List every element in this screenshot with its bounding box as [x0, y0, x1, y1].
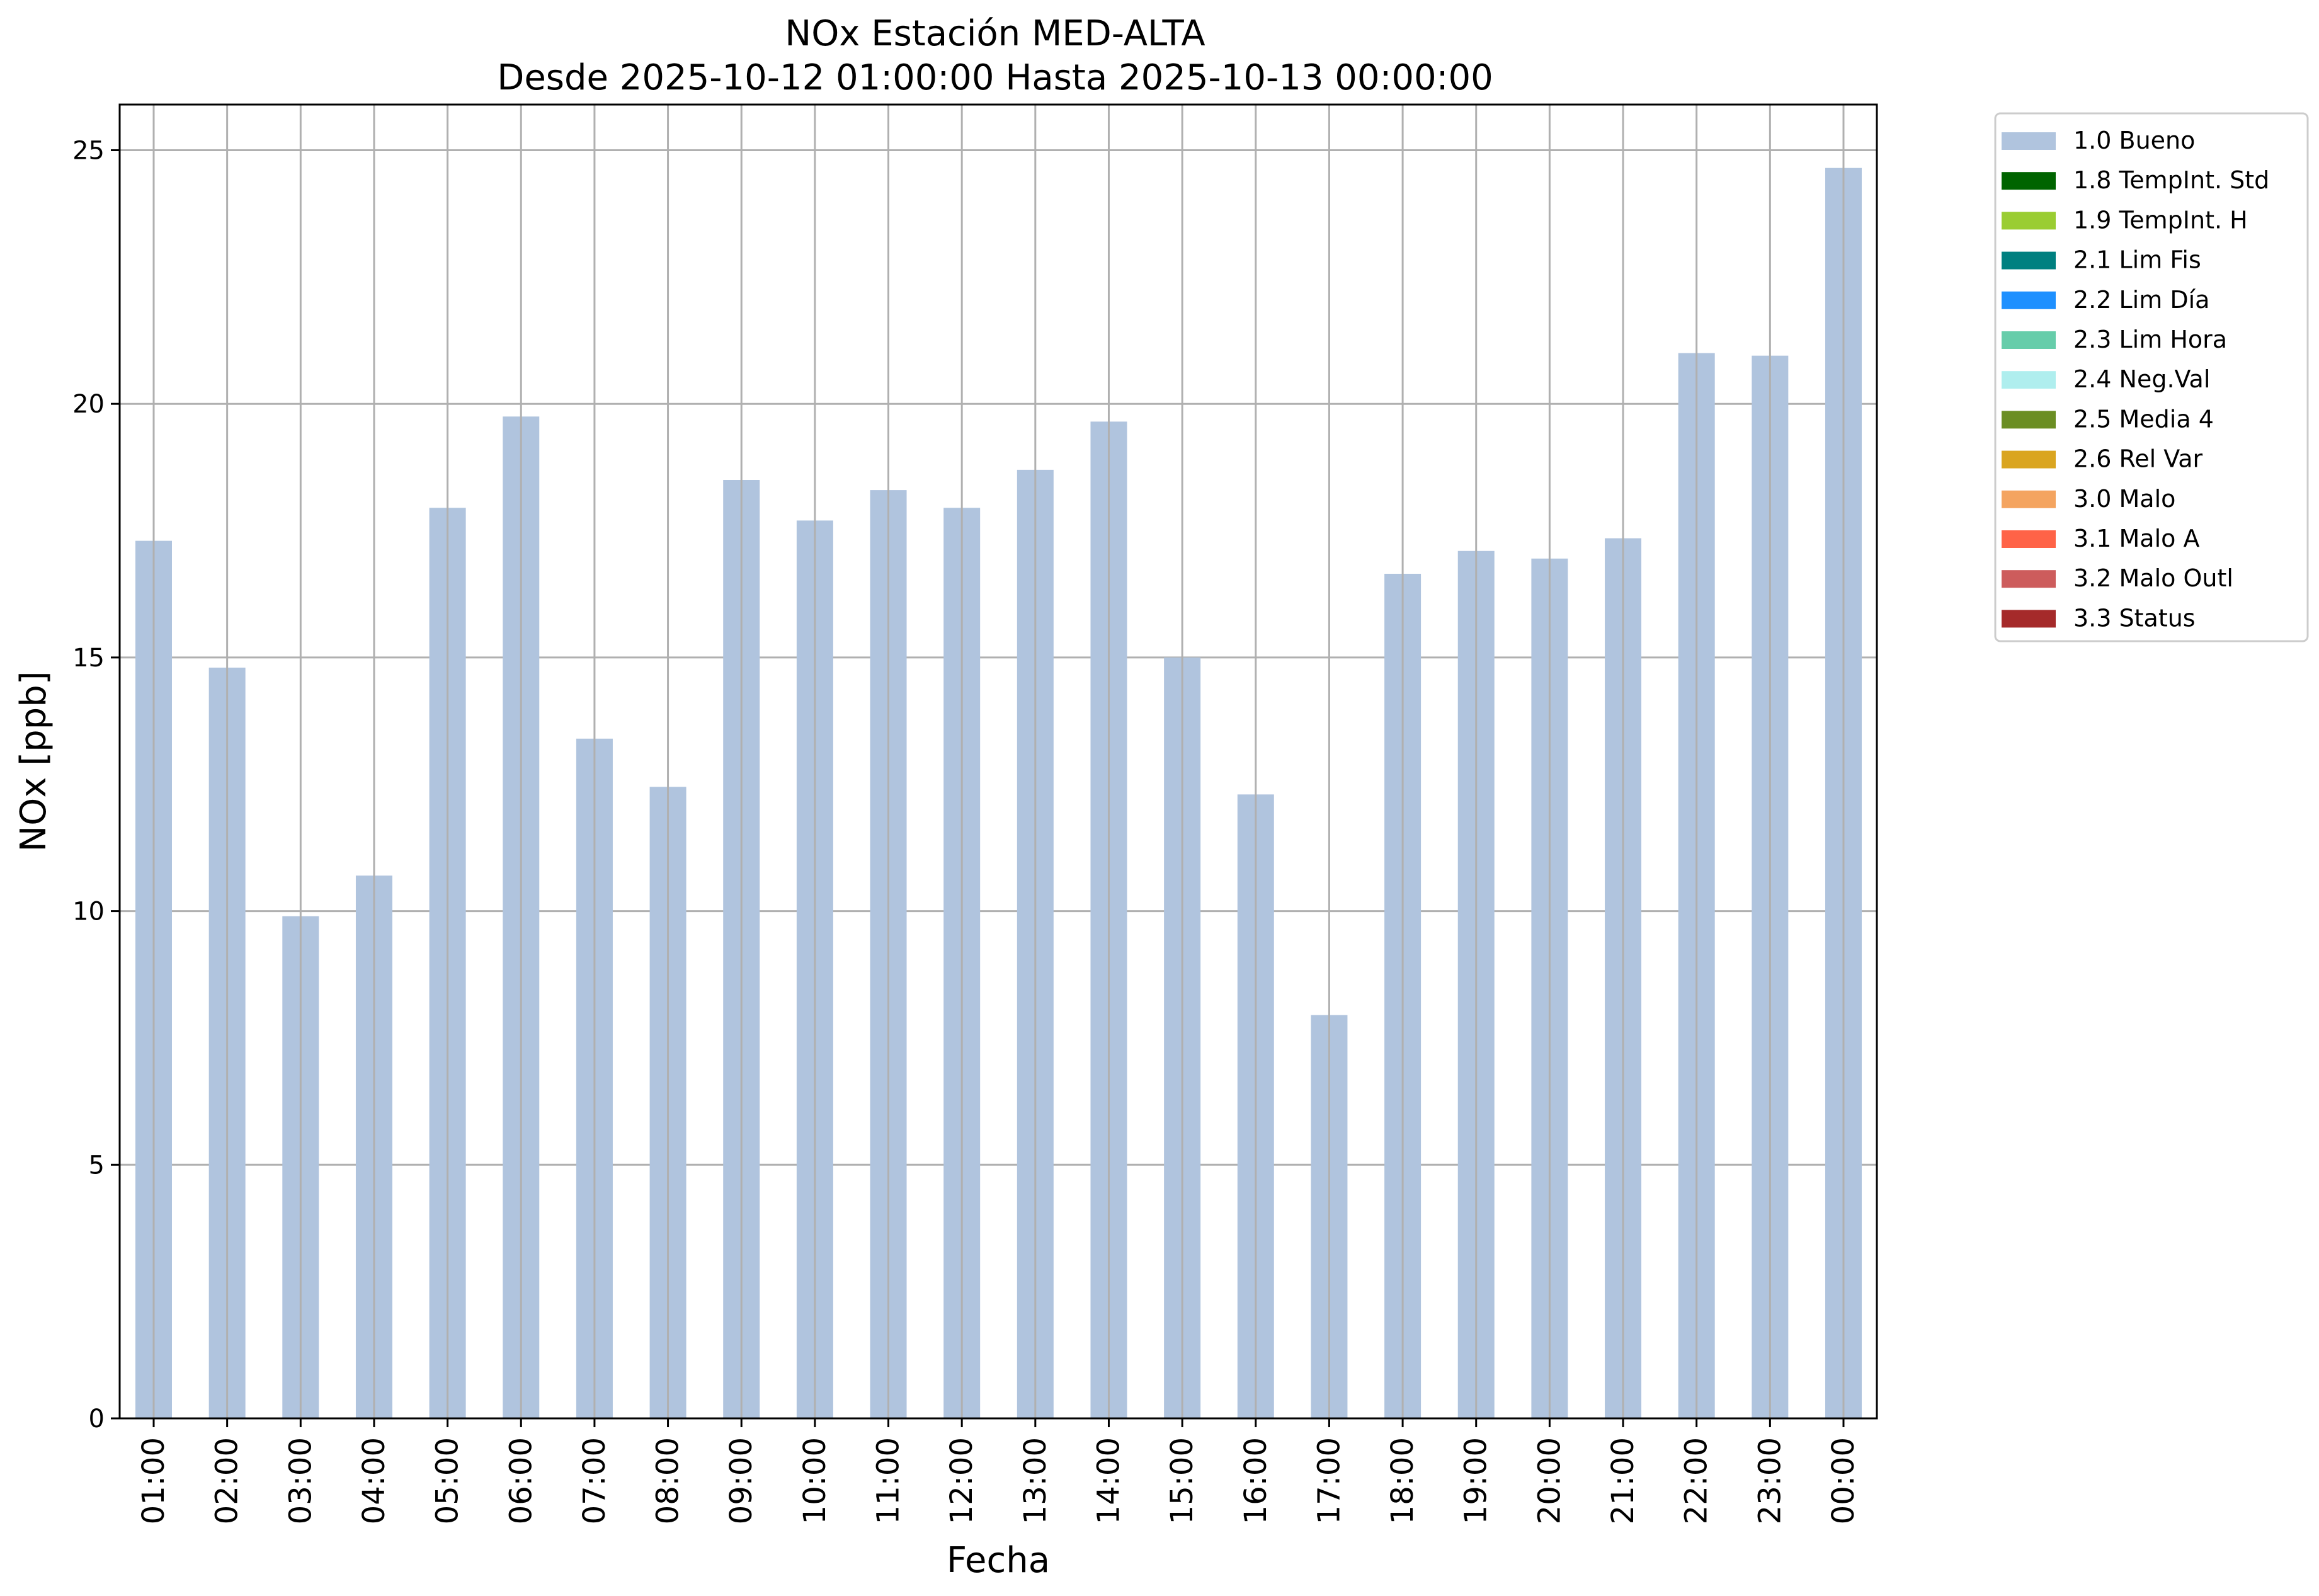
x-tick-label: 07:00	[577, 1437, 612, 1524]
x-axis-label: Fecha	[947, 1540, 1050, 1581]
legend-swatch	[2002, 212, 2056, 230]
legend-swatch	[2002, 450, 2056, 469]
x-tick-label: 09:00	[724, 1437, 759, 1524]
y-tick-label: 10	[72, 898, 105, 926]
x-tick-label: 10:00	[797, 1437, 833, 1524]
x-tick-label: 19:00	[1459, 1437, 1494, 1524]
x-tick-label: 22:00	[1679, 1437, 1714, 1524]
legend-label: 2.4 Neg.Val	[2073, 365, 2210, 393]
legend-swatch	[2002, 132, 2056, 150]
legend-swatch	[2002, 291, 2056, 309]
x-tick-label: 02:00	[210, 1437, 245, 1524]
legend: 1.0 Bueno 1.8 TempInt. Std 1.9 TempInt. H 2…	[1994, 112, 2309, 642]
y-tick-label: 15	[72, 644, 105, 673]
legend-label: 2.5 Media 4	[2073, 405, 2214, 433]
x-tick-label: 11:00	[871, 1437, 906, 1524]
legend-swatch	[2002, 490, 2056, 508]
x-tick-label: 13:00	[1018, 1437, 1053, 1524]
x-tick-label: 04:00	[356, 1437, 392, 1524]
legend-swatch	[2002, 172, 2056, 190]
legend-swatch	[2002, 251, 2056, 270]
legend-label: 2.1 Lim Fis	[2073, 246, 2201, 274]
x-tick-label: 08:00	[651, 1437, 686, 1524]
legend-swatch	[2002, 331, 2056, 349]
x-tick-label: 06:00	[503, 1437, 538, 1524]
legend-swatch	[2002, 411, 2056, 429]
x-tick-label: 15:00	[1165, 1437, 1200, 1524]
y-tick-label: 20	[72, 390, 105, 419]
legend-label: 3.1 Malo A	[2073, 525, 2199, 552]
legend-label: 3.3 Status	[2073, 604, 2196, 632]
x-tick-label: 18:00	[1385, 1437, 1420, 1524]
y-axis-label: NOx [ppb]	[13, 671, 54, 852]
x-tick-label: 12:00	[944, 1437, 979, 1524]
x-tick-label: 20:00	[1532, 1437, 1567, 1524]
chart-subtitle: Desde 2025-10-12 01:00:00 Hasta 2025-10-…	[497, 57, 1493, 98]
legend-label: 3.0 Malo	[2073, 485, 2175, 513]
y-axis: 0 5 10 15 20 25	[72, 136, 120, 1434]
y-tick-label: 0	[89, 1405, 105, 1434]
legend-swatch	[2002, 530, 2056, 548]
legend-label: 2.3 Lim Hora	[2073, 326, 2227, 353]
x-tick-label: 00:00	[1826, 1437, 1861, 1524]
x-tick-label: 01:00	[136, 1437, 171, 1524]
x-axis: 01:00 02:00 03:00 04:00 05:00 06:00 07:00 08:00…	[136, 1418, 1861, 1524]
x-tick-label: 16:00	[1238, 1437, 1273, 1524]
legend-swatch	[2002, 610, 2056, 628]
x-tick-label: 14:00	[1091, 1437, 1126, 1524]
plot-frame	[118, 103, 1878, 1420]
chart-title: NOx Estación MED-ALTA	[785, 13, 1205, 54]
legend-label: 2.2 Lim Día	[2073, 286, 2209, 314]
legend-swatch	[2002, 570, 2056, 588]
x-tick-label: 23:00	[1752, 1437, 1787, 1524]
x-tick-label: 17:00	[1311, 1437, 1347, 1524]
x-tick-label: 21:00	[1605, 1437, 1641, 1524]
legend-label: 1.9 TempInt. H	[2073, 206, 2248, 234]
x-tick-label: 05:00	[430, 1437, 465, 1524]
y-tick-label: 25	[72, 136, 105, 165]
legend-frame	[1994, 112, 2309, 642]
x-tick-label: 03:00	[283, 1437, 318, 1524]
legend-label: 2.6 Rel Var	[2073, 445, 2203, 473]
bars	[135, 168, 1862, 1419]
y-tick-label: 5	[89, 1151, 105, 1180]
legend-label: 1.0 Bueno	[2073, 127, 2195, 154]
legend-label: 1.8 TempInt. Std	[2073, 166, 2269, 194]
x-grid-lines	[152, 105, 1845, 1418]
legend-label: 3.2 Malo Outl	[2073, 564, 2233, 592]
legend-swatch	[2002, 371, 2056, 389]
